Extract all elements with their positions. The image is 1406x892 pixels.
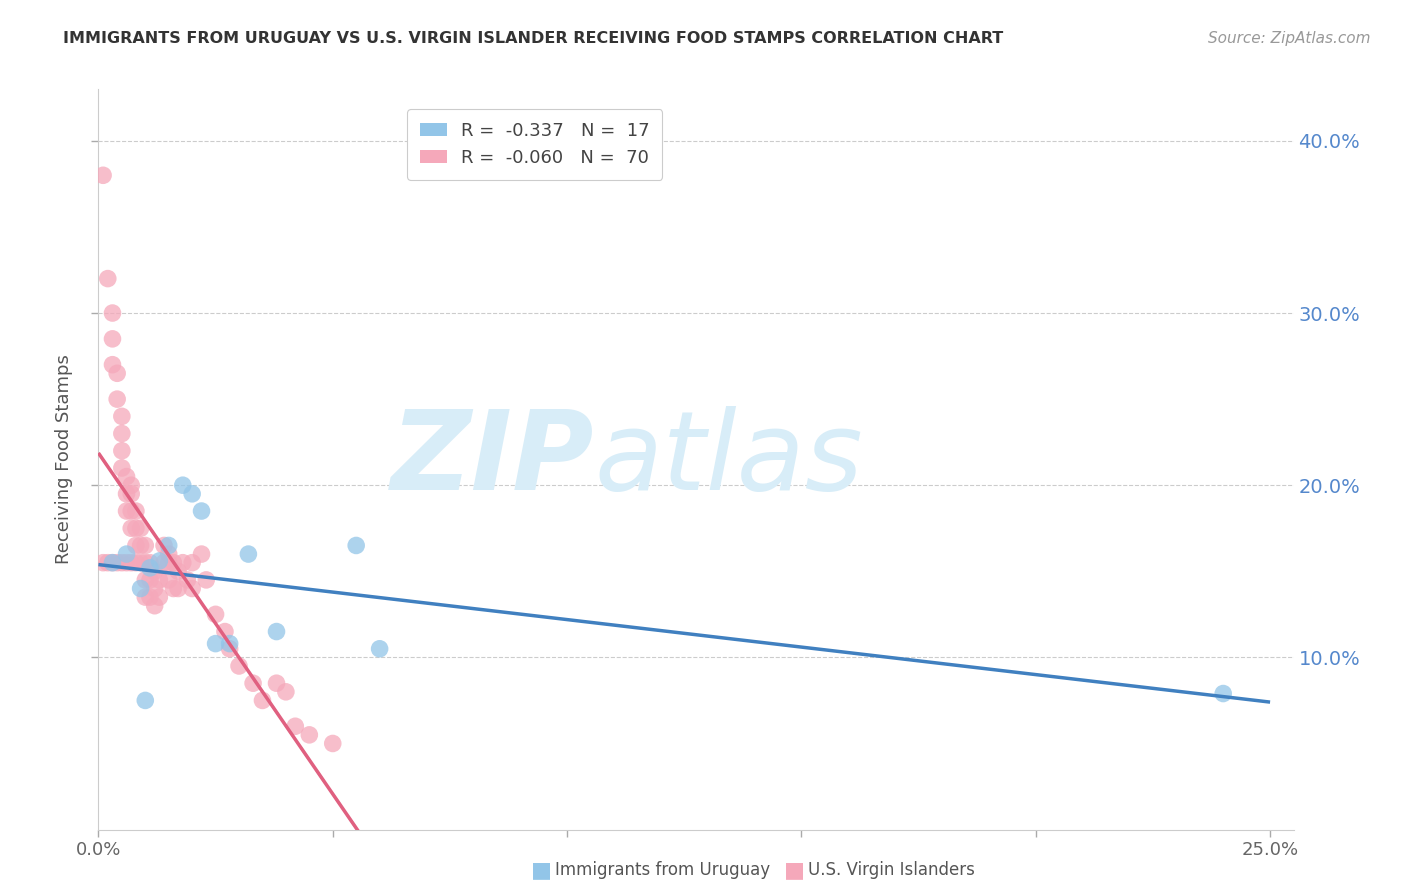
Point <box>153 556 176 570</box>
Point <box>218 637 240 651</box>
Point <box>115 504 138 518</box>
Point <box>120 504 142 518</box>
Point <box>1212 687 1234 701</box>
Point <box>101 306 124 320</box>
Point <box>120 487 142 501</box>
Point <box>111 461 134 475</box>
Y-axis label: Receiving Food Stamps: Receiving Food Stamps <box>55 354 73 565</box>
Text: Source: ZipAtlas.com: Source: ZipAtlas.com <box>1208 31 1371 46</box>
Point <box>214 624 236 639</box>
Point <box>218 641 240 656</box>
Point <box>134 556 156 570</box>
Point <box>139 590 162 604</box>
Point <box>101 358 124 372</box>
Point <box>143 599 166 613</box>
Point <box>172 556 194 570</box>
Point <box>129 521 152 535</box>
Point <box>120 478 142 492</box>
Point <box>111 556 134 570</box>
Point <box>115 556 138 570</box>
Text: atlas: atlas <box>595 406 863 513</box>
Point <box>148 573 170 587</box>
Point <box>97 271 120 285</box>
Point <box>139 561 162 575</box>
Point <box>105 366 128 380</box>
Point <box>228 659 250 673</box>
Point <box>344 539 367 553</box>
Point <box>153 539 176 553</box>
Point <box>274 685 297 699</box>
Text: IMMIGRANTS FROM URUGUAY VS U.S. VIRGIN ISLANDER RECEIVING FOOD STAMPS CORRELATIO: IMMIGRANTS FROM URUGUAY VS U.S. VIRGIN I… <box>63 31 1004 46</box>
Point <box>368 641 391 656</box>
Point <box>125 539 148 553</box>
Point <box>125 504 148 518</box>
Point <box>139 556 162 570</box>
Point <box>111 409 134 424</box>
Point <box>162 582 184 596</box>
Point <box>148 554 170 568</box>
Point <box>105 392 128 406</box>
Legend: R =  -0.337   N =  17, R =  -0.060   N =  70: R = -0.337 N = 17, R = -0.060 N = 70 <box>406 110 662 179</box>
Point <box>190 547 212 561</box>
Point <box>125 521 148 535</box>
Point <box>204 637 226 651</box>
Point <box>125 556 148 570</box>
Point <box>195 573 218 587</box>
Point <box>162 556 184 570</box>
Point <box>266 624 288 639</box>
Point <box>238 547 260 561</box>
Text: ■: ■ <box>785 860 804 880</box>
Point <box>129 582 152 596</box>
Point <box>157 539 180 553</box>
Point <box>120 521 142 535</box>
Point <box>298 728 321 742</box>
Point <box>97 556 120 570</box>
Point <box>157 547 180 561</box>
Point <box>181 556 204 570</box>
Point <box>105 556 128 570</box>
Point <box>91 169 114 183</box>
Point <box>172 478 194 492</box>
Text: Immigrants from Uruguay: Immigrants from Uruguay <box>555 861 770 879</box>
Text: ■: ■ <box>531 860 551 880</box>
Point <box>101 332 124 346</box>
Point <box>134 539 156 553</box>
Point <box>266 676 288 690</box>
Point <box>167 564 190 578</box>
Point <box>134 693 156 707</box>
Point <box>111 426 134 441</box>
Point <box>181 487 204 501</box>
Point <box>157 573 180 587</box>
Point <box>157 556 180 570</box>
Point <box>111 443 134 458</box>
Point <box>284 719 307 733</box>
Point <box>115 469 138 483</box>
Point <box>129 556 152 570</box>
Point <box>242 676 264 690</box>
Point <box>204 607 226 622</box>
Point <box>129 539 152 553</box>
Point <box>134 590 156 604</box>
Point <box>115 547 138 561</box>
Point <box>181 582 204 596</box>
Point <box>139 573 162 587</box>
Point <box>101 556 124 570</box>
Text: U.S. Virgin Islanders: U.S. Virgin Islanders <box>808 861 976 879</box>
Point <box>101 556 124 570</box>
Point <box>322 736 344 750</box>
Point <box>190 504 212 518</box>
Point <box>176 573 198 587</box>
Point <box>143 582 166 596</box>
Point <box>143 564 166 578</box>
Point <box>120 556 142 570</box>
Point <box>252 693 274 707</box>
Point <box>115 487 138 501</box>
Point <box>167 582 190 596</box>
Text: ZIP: ZIP <box>391 406 595 513</box>
Point <box>148 590 170 604</box>
Point <box>91 556 114 570</box>
Point <box>134 573 156 587</box>
